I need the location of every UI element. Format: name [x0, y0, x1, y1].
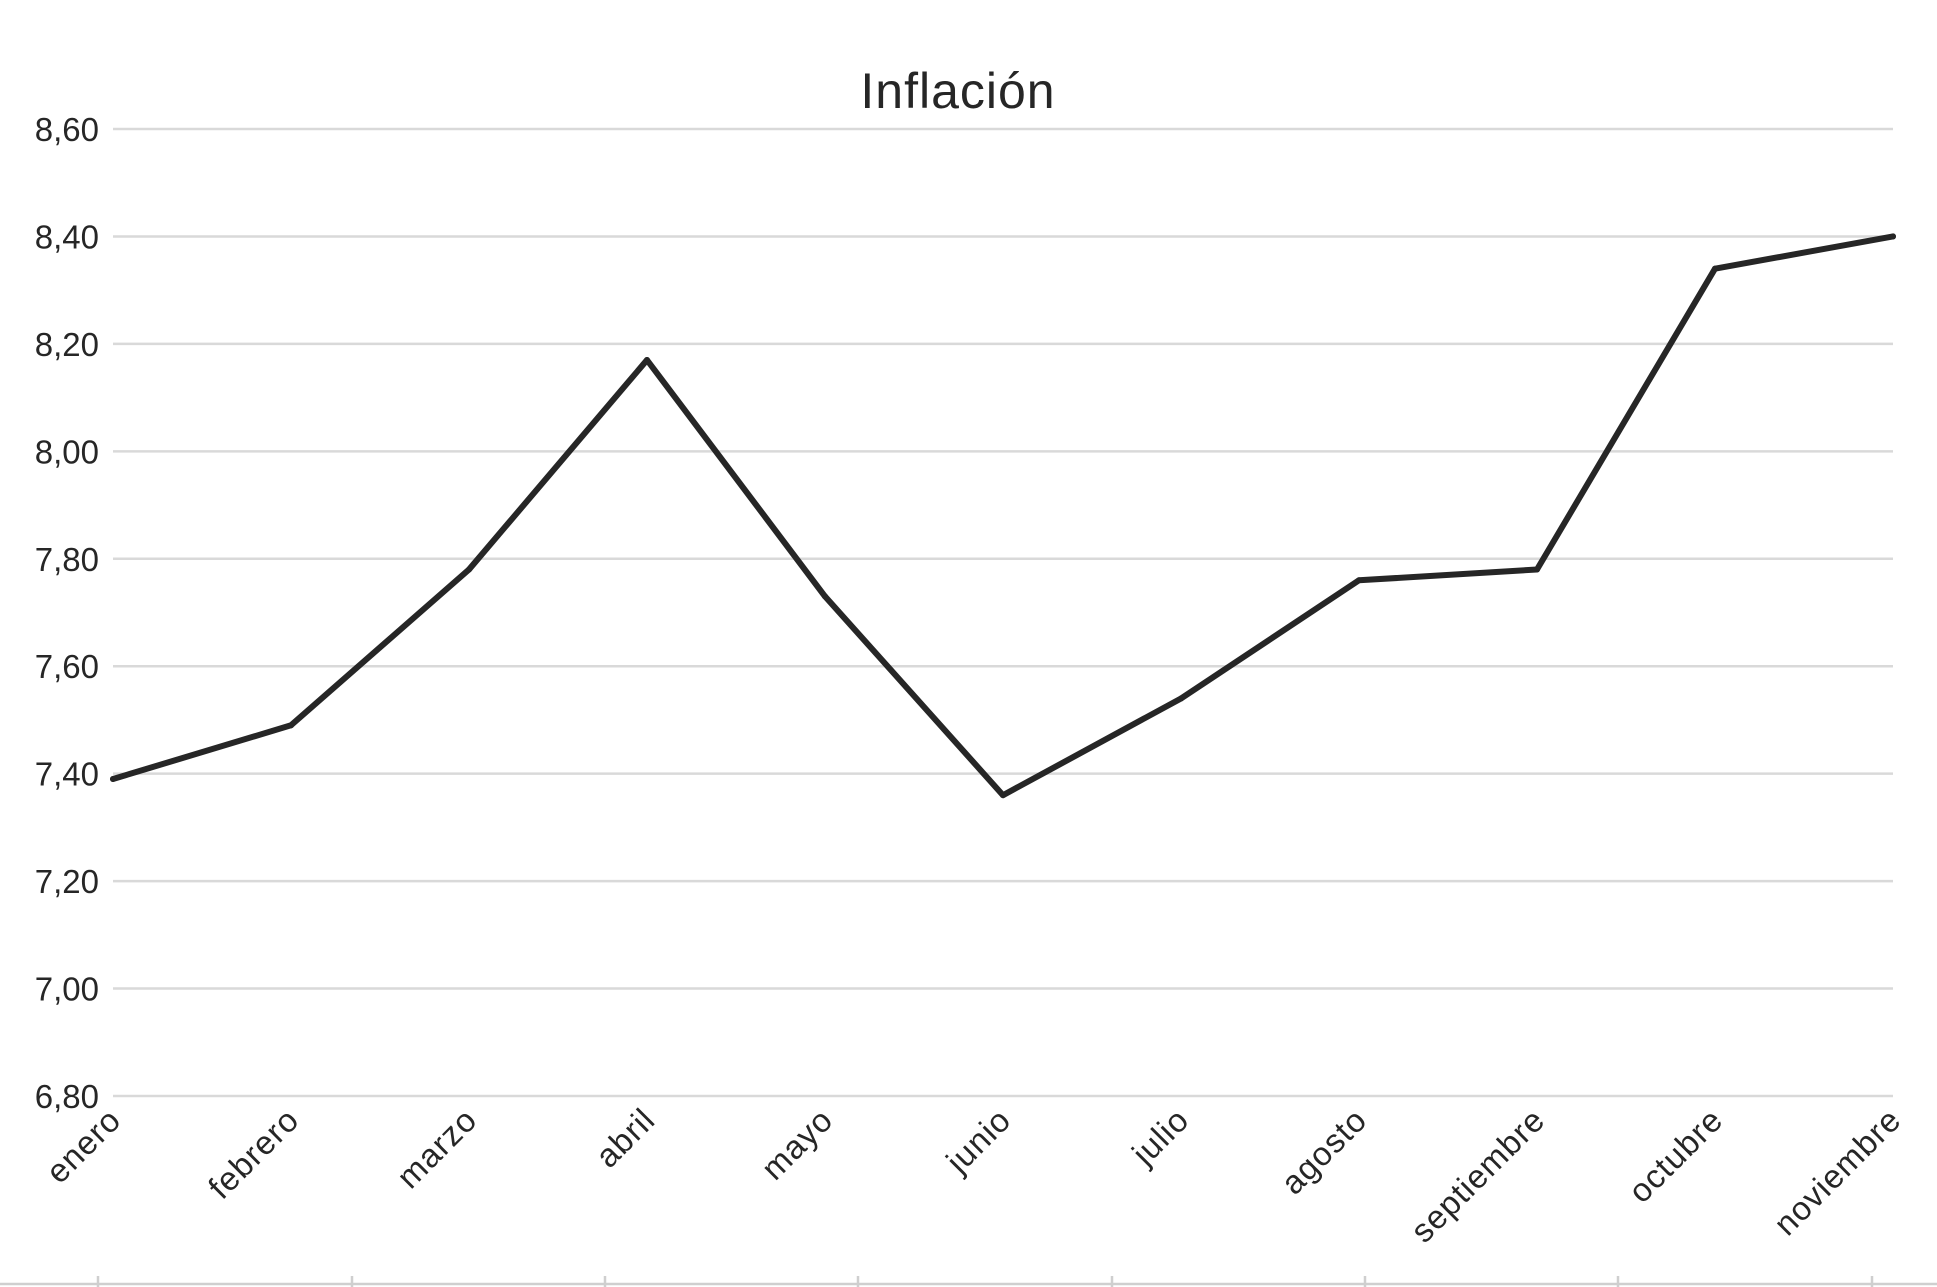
y-tick-label: 7,60	[35, 648, 99, 685]
x-tick-label: septiembre	[1403, 1101, 1552, 1250]
x-tick-label: abril	[588, 1101, 662, 1175]
y-tick-label: 8,60	[35, 111, 99, 148]
data-point	[288, 722, 294, 729]
x-tick-label: octubre	[1621, 1101, 1730, 1210]
y-tick-label: 7,20	[35, 863, 99, 900]
x-tick-label: agosto	[1273, 1101, 1373, 1201]
chart-title: Inflación	[860, 63, 1055, 119]
data-point	[644, 357, 650, 364]
x-tick-label: febrero	[201, 1101, 306, 1206]
data-point	[1000, 792, 1006, 799]
y-tick-label: 7,80	[35, 541, 99, 578]
chart-frame	[0, 1276, 1937, 1287]
x-axis-tick-labels: enero febrero marzo abril mayo junio julio agos…	[39, 1101, 1908, 1250]
data-point	[1712, 265, 1718, 272]
data-point	[110, 776, 116, 783]
y-axis-tick-labels: 6,80 7,00 7,20 7,40 7,60 7,80 8,00 8,20 8,40 8,60	[35, 111, 99, 1115]
series-line	[110, 233, 1896, 799]
series-layer	[110, 233, 1896, 799]
y-tick-label: 8,20	[35, 326, 99, 363]
data-point	[1356, 577, 1362, 584]
x-tick-label: noviembre	[1766, 1101, 1907, 1242]
y-tick-label: 8,40	[35, 218, 99, 255]
x-tick-label: junio	[938, 1101, 1018, 1181]
gridlines	[113, 127, 1893, 1098]
data-point	[822, 593, 828, 600]
y-tick-label: 7,00	[35, 971, 99, 1008]
data-point	[1890, 233, 1896, 240]
y-tick-label: 6,80	[35, 1078, 99, 1115]
x-tick-label: mayo	[754, 1101, 840, 1187]
data-point	[466, 566, 472, 573]
y-tick-label: 8,00	[35, 433, 99, 470]
x-tick-label: marzo	[389, 1101, 484, 1196]
y-tick-label: 7,40	[35, 756, 99, 793]
data-point	[1534, 566, 1540, 573]
data-point	[1178, 695, 1184, 702]
x-tick-label: julio	[1124, 1101, 1196, 1173]
